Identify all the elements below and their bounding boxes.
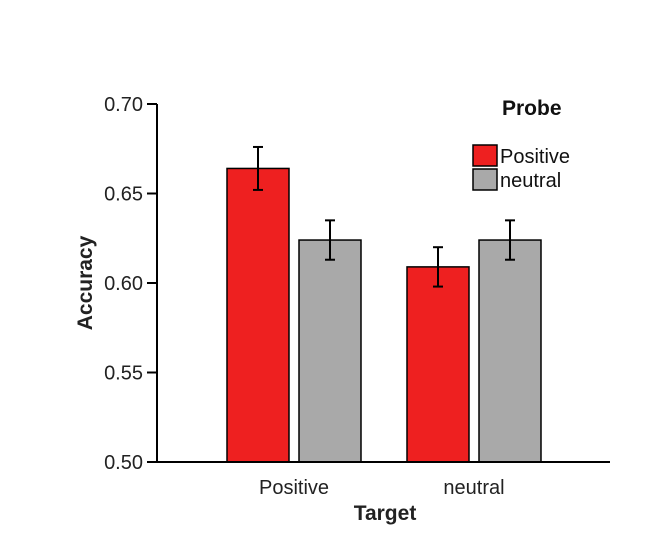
bar-positive-positive [226, 167, 290, 463]
legend-title: Probe [502, 97, 562, 120]
legend-swatch-positive [472, 144, 498, 167]
y-tick-label: 0.55 [104, 363, 143, 385]
y-tick-label: 0.50 [104, 452, 143, 474]
x-category-labels: Positive neutral [259, 477, 505, 499]
error-bars-group [253, 145, 515, 288]
bar-positive-neutral [406, 266, 470, 463]
y-ticks-group: 0.70 0.65 0.60 0.55 0.50 [104, 94, 157, 474]
x-category-label: Positive [259, 477, 329, 499]
legend-label-positive: Positive [500, 146, 570, 168]
bars-group [226, 167, 542, 463]
x-axis-title: Target [354, 502, 417, 525]
bar-neutral-neutral [478, 239, 542, 463]
y-tick-label: 0.65 [104, 184, 143, 206]
bar-neutral-positive [298, 239, 362, 463]
legend-swatch-neutral [472, 168, 498, 191]
y-tick-label: 0.60 [104, 273, 143, 295]
y-tick-label: 0.70 [104, 94, 143, 116]
y-axis-title: Accuracy [74, 235, 97, 330]
x-category-label: neutral [443, 477, 504, 499]
legend-label-neutral: neutral [500, 170, 561, 192]
